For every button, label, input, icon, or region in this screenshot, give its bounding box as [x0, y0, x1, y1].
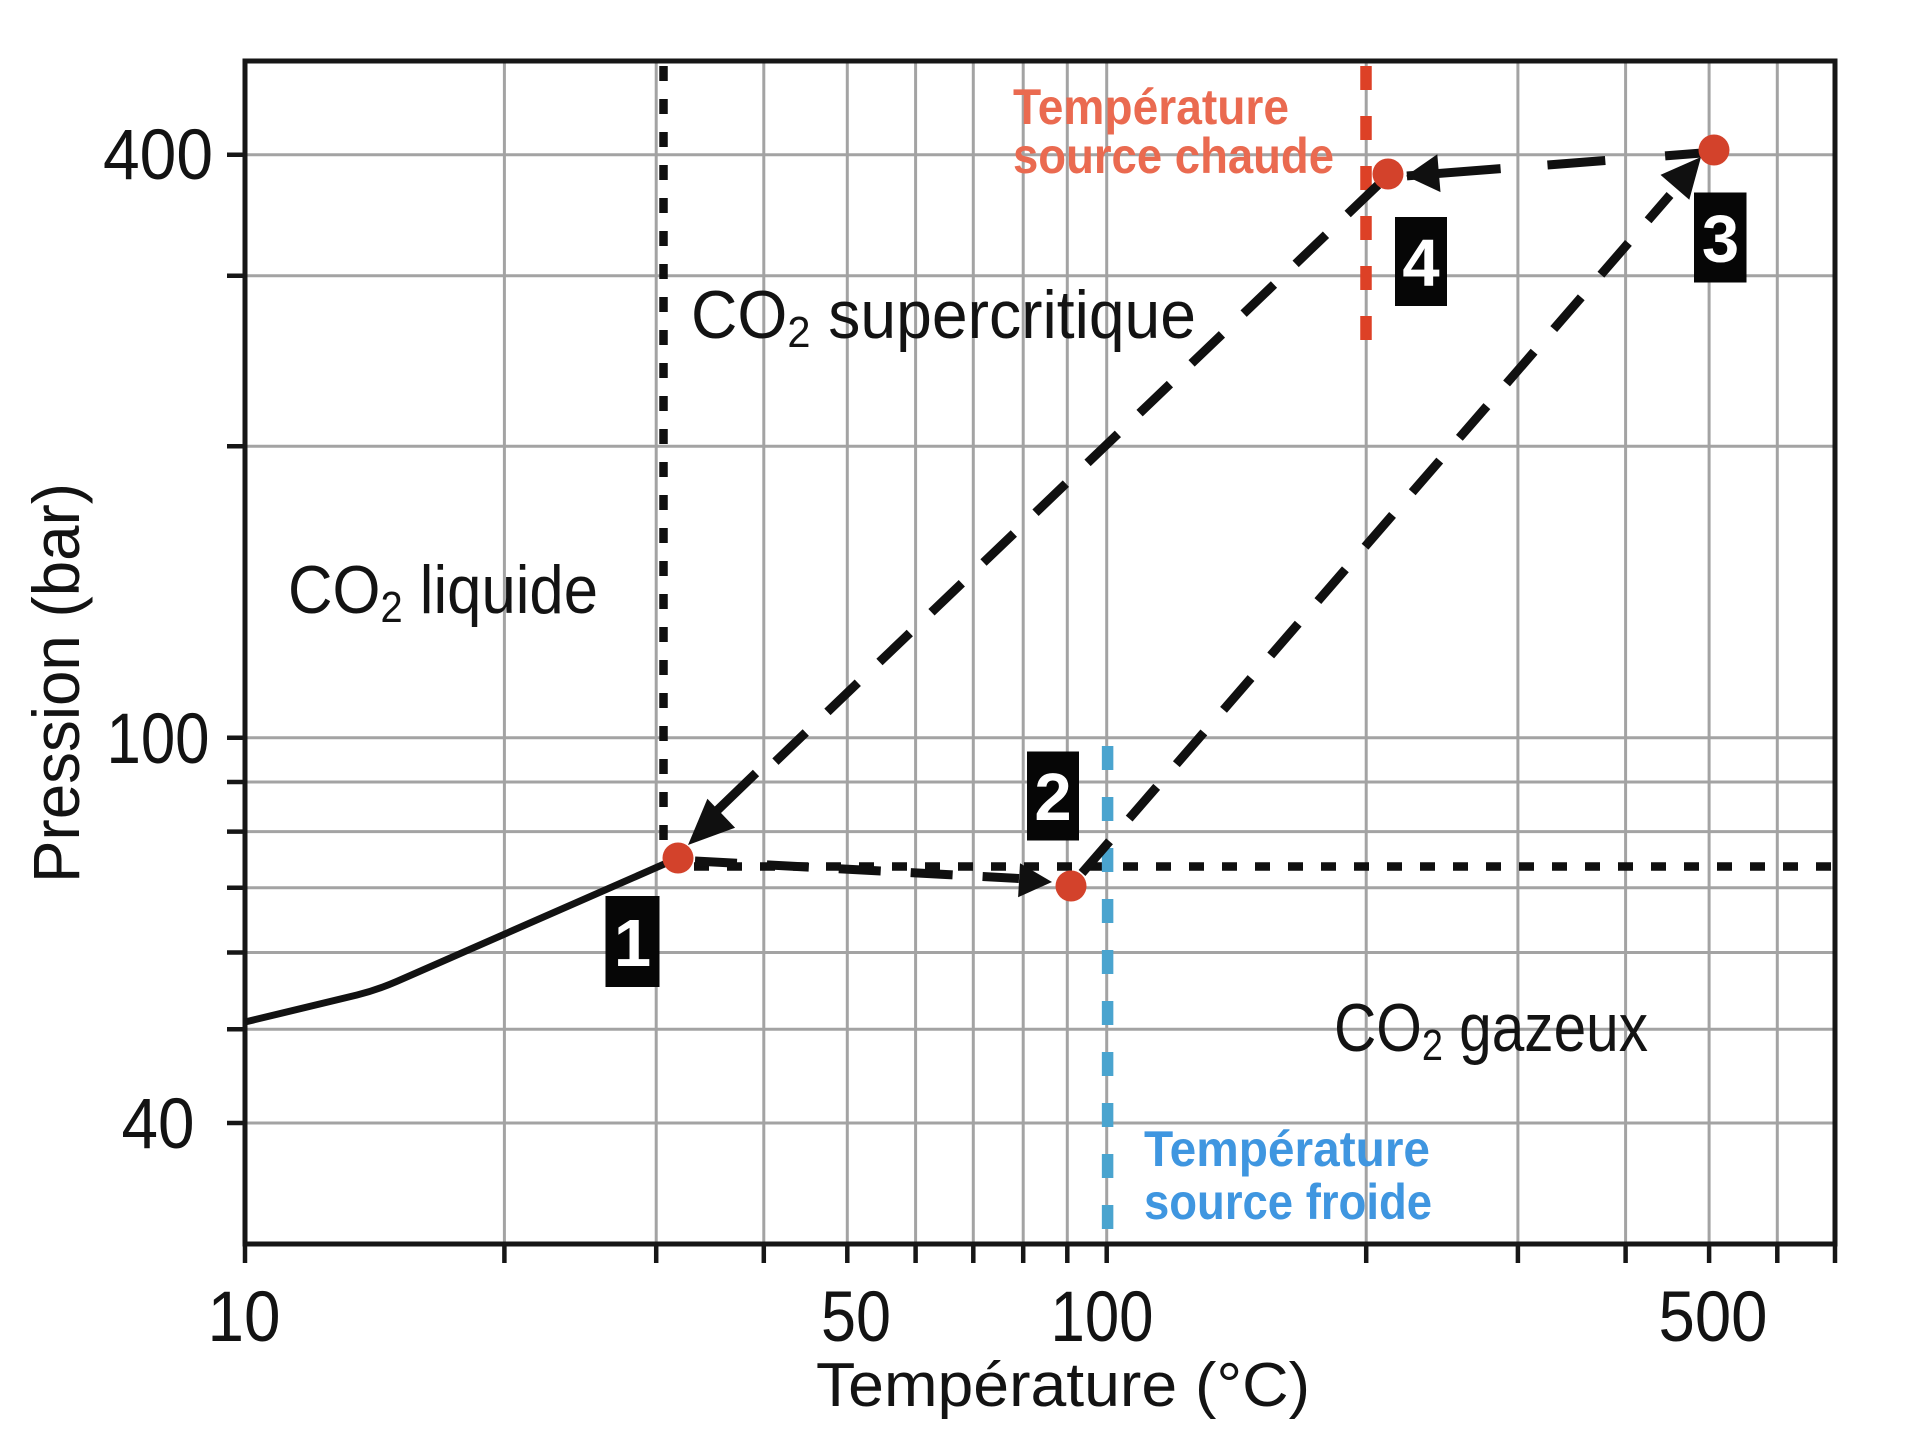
svg-text:100: 100: [1051, 1278, 1154, 1357]
svg-text:2: 2: [1034, 760, 1071, 835]
svg-text:source froide: source froide: [1144, 1174, 1432, 1230]
svg-text:10: 10: [208, 1278, 281, 1357]
svg-text:CO2 supercritique: CO2 supercritique: [691, 277, 1196, 357]
svg-text:40: 40: [122, 1085, 195, 1164]
svg-text:Pression (bar): Pression (bar): [19, 483, 93, 883]
svg-text:CO2 liquide: CO2 liquide: [288, 552, 598, 632]
svg-text:3: 3: [1702, 202, 1739, 277]
svg-text:1: 1: [614, 906, 651, 981]
svg-text:Température: Température: [1013, 79, 1289, 135]
svg-text:500: 500: [1659, 1278, 1768, 1357]
svg-text:50: 50: [821, 1278, 891, 1357]
svg-text:source chaude: source chaude: [1013, 128, 1334, 184]
svg-text:4: 4: [1402, 226, 1439, 301]
svg-text:Température: Température: [1144, 1121, 1430, 1177]
svg-text:400: 400: [103, 116, 213, 195]
svg-text:CO2 gazeux: CO2 gazeux: [1334, 990, 1648, 1070]
svg-text:Température (°C): Température (°C): [816, 1351, 1310, 1420]
svg-text:100: 100: [107, 700, 210, 779]
